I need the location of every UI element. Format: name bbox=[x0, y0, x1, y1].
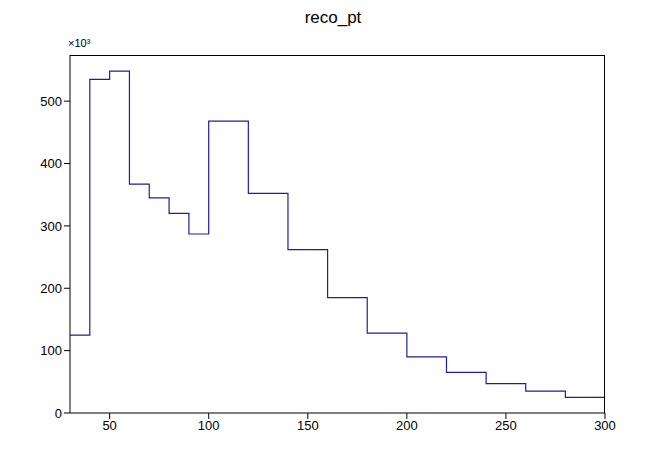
svg-text:150: 150 bbox=[297, 418, 319, 433]
svg-text:300: 300 bbox=[594, 418, 616, 433]
svg-text:200: 200 bbox=[396, 418, 418, 433]
svg-text:50: 50 bbox=[102, 418, 116, 433]
svg-text:500: 500 bbox=[40, 94, 62, 109]
svg-text:400: 400 bbox=[40, 156, 62, 171]
svg-text:250: 250 bbox=[495, 418, 517, 433]
svg-text:0: 0 bbox=[55, 406, 62, 421]
svg-text:100: 100 bbox=[40, 343, 62, 358]
html-text:×10³: ×10³ bbox=[68, 37, 91, 49]
svg-text:300: 300 bbox=[40, 219, 62, 234]
svg-text:200: 200 bbox=[40, 281, 62, 296]
svg-text:100: 100 bbox=[198, 418, 220, 433]
html-text:reco_pt: reco_pt bbox=[304, 8, 362, 27]
